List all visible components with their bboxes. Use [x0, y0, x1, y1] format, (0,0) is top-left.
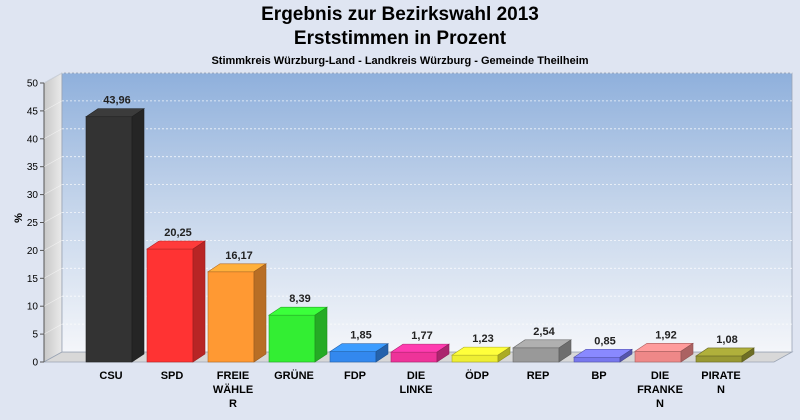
gridline-side — [43, 240, 63, 251]
y-tick-label: 15 — [27, 274, 39, 285]
bar-side — [619, 348, 633, 363]
bar — [85, 116, 133, 363]
x-tick-label: FDP — [344, 370, 366, 382]
gridline-side — [43, 323, 63, 335]
bar-side — [192, 240, 206, 363]
data-label: 1,85 — [350, 330, 371, 342]
y-tick-label: 10 — [27, 302, 39, 313]
chart-caption: Stimmkreis Würzburg-Land - Landkreis Wür… — [211, 55, 589, 67]
x-tick-label-line: SPD — [161, 370, 184, 382]
bar — [573, 356, 621, 363]
x-tick-label-line: FDP — [344, 370, 366, 382]
x-tick-label-line: DIE — [651, 370, 669, 382]
x-tick-label-line: REP — [527, 370, 550, 382]
bar-side — [314, 306, 328, 363]
y-tick-label: 25 — [27, 218, 39, 229]
x-tick-label: PIRATE N — [701, 370, 741, 396]
x-tick-label: GRÜNE — [274, 369, 314, 382]
x-tick-label: DIE LINKE — [400, 370, 433, 396]
x-tick-label: REP — [527, 370, 550, 382]
bar — [146, 248, 194, 363]
bar-side — [497, 346, 511, 363]
x-tick-label-line: FREIE — [217, 370, 249, 382]
chart-subtitle: Erststimmen in Prozent — [293, 28, 507, 49]
data-label: 16,17 — [225, 250, 253, 262]
x-tick-label-line: R — [229, 398, 237, 410]
x-tick-label: SPD — [161, 370, 184, 382]
x-tick-label: ÖDP — [465, 369, 489, 382]
data-label: 1,08 — [716, 334, 737, 346]
y-tick-label: 30 — [27, 190, 39, 201]
x-tick-label-line: WÄHLE — [213, 383, 253, 396]
data-label: 1,77 — [411, 330, 432, 342]
bar-side — [375, 343, 389, 363]
data-label: 8,39 — [289, 293, 310, 305]
x-tick-label-line: FRANKE — [637, 384, 683, 396]
gridline-side — [43, 128, 63, 140]
bar — [634, 350, 682, 363]
bar — [329, 351, 377, 363]
data-label: 1,23 — [472, 333, 493, 345]
gridline-side — [43, 295, 63, 307]
x-tick-label-line: PIRATE — [701, 370, 741, 382]
x-tick-label: BP — [591, 370, 606, 382]
data-label: 20,25 — [164, 227, 192, 239]
x-tick-label: FREIE WÄHLE R — [213, 370, 253, 410]
y-tick-label: 35 — [27, 162, 39, 173]
bar-side — [436, 343, 450, 363]
x-tick-label-line: N — [717, 384, 725, 396]
x-tick-label-line: ÖDP — [465, 369, 489, 382]
x-tick-label-line: DIE — [407, 370, 425, 382]
data-label: 1,92 — [655, 329, 676, 341]
bar — [390, 351, 438, 363]
data-label: 43,96 — [103, 95, 131, 107]
x-tick-label: DIE FRANKE N — [637, 370, 683, 410]
x-tick-label-line: BP — [591, 370, 606, 382]
bar-side — [558, 339, 572, 363]
x-tick-label-line: CSU — [99, 370, 122, 382]
bar — [207, 271, 255, 363]
bar — [451, 354, 499, 363]
y-tick-label: 0 — [32, 358, 38, 369]
y-tick-label: 40 — [27, 134, 39, 145]
x-tick-label: CSU — [99, 370, 122, 382]
y-tick-label: 5 — [32, 330, 38, 341]
x-tick-label-line: GRÜNE — [274, 369, 314, 382]
y-tick-label: 45 — [27, 106, 39, 117]
bar-side — [680, 342, 694, 363]
gridline-side — [43, 268, 63, 279]
gridline-side — [43, 184, 63, 195]
bar — [268, 314, 316, 363]
gridline-side — [43, 100, 63, 112]
gridline-side — [43, 212, 63, 223]
gridline-side — [43, 72, 63, 84]
data-label: 0,85 — [594, 335, 615, 347]
y-tick-label: 50 — [27, 79, 39, 90]
bar-side — [131, 108, 145, 363]
bar — [512, 347, 560, 363]
x-tick-label-line: LINKE — [400, 384, 433, 396]
data-label: 2,54 — [533, 326, 555, 338]
bar-side — [741, 347, 755, 363]
x-tick-label-line: N — [656, 398, 664, 410]
y-axis-label: % — [13, 213, 25, 223]
chart-title: Ergebnis zur Bezirkswahl 2013 — [261, 4, 539, 25]
y-tick-label: 20 — [27, 246, 39, 257]
bar-side — [253, 263, 267, 363]
gridline-side — [43, 156, 63, 167]
bar — [695, 355, 743, 363]
